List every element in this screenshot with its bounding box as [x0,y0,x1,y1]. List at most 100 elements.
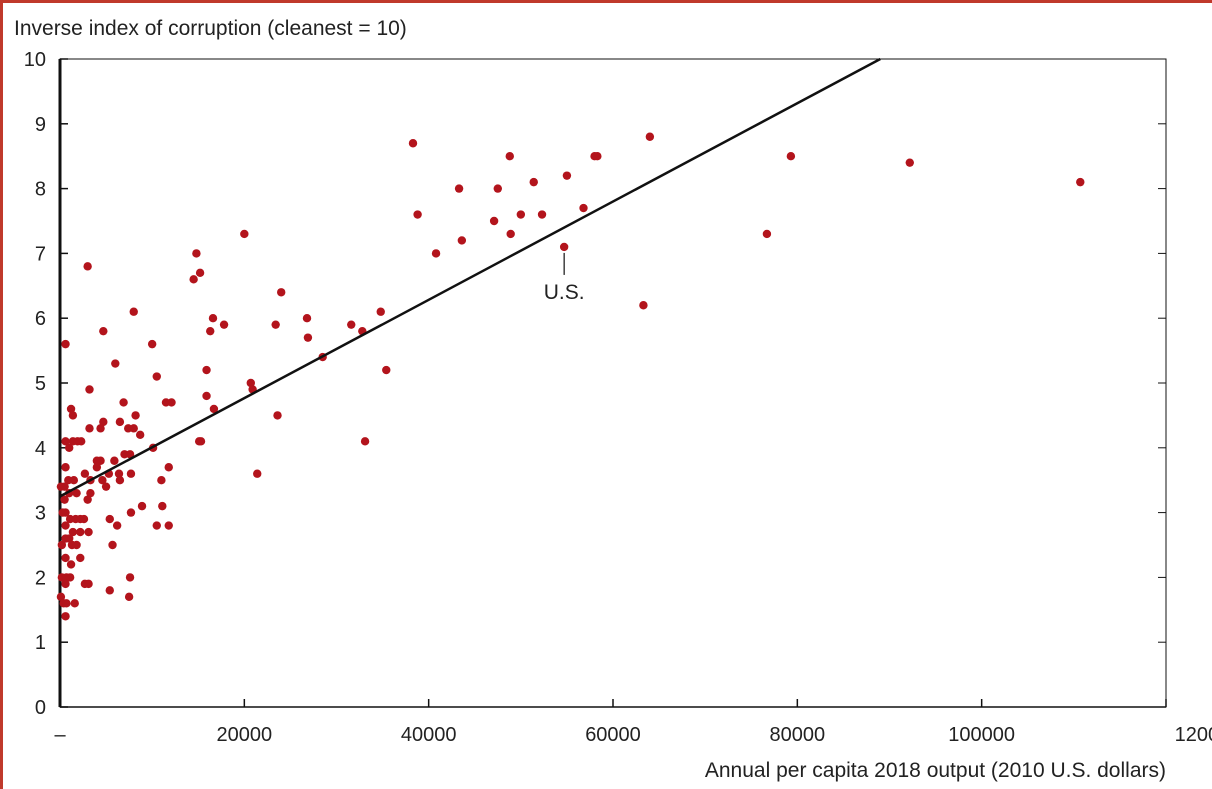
data-point [56,592,66,602]
data-point [164,521,173,530]
data-point [246,378,255,388]
data-point [506,229,515,239]
data-point [189,275,198,284]
data-point [413,210,422,219]
x-tick-label: 100000 [948,724,1015,746]
data-point [152,521,161,530]
data-point [593,152,602,161]
data-point [489,216,499,226]
data-point [382,365,391,375]
data-point [164,463,173,472]
data-point [105,514,114,524]
y-tick-label: 10 [24,49,46,71]
data-point [61,579,70,589]
data-point [347,320,356,329]
data-point [68,527,78,537]
data-point [253,469,262,478]
data-point [72,540,81,550]
data-points [56,132,1085,621]
data-point [65,573,75,582]
data-point [79,514,89,524]
data-point [69,476,79,485]
data-point [83,262,92,271]
data-point [158,501,167,511]
data-point [76,527,85,537]
data-point [273,411,282,420]
data-point [66,404,76,414]
y-tick-label: 4 [35,438,46,460]
data-point [70,599,79,608]
data-point [457,236,467,245]
y-axis-title: Inverse index of corruption (cleanest = … [14,17,407,40]
data-point [62,599,71,608]
data-point [110,456,119,465]
data-point [196,437,206,446]
data-point [240,229,249,239]
x-axis-title: Annual per capita 2018 output (2010 U.S.… [705,759,1166,782]
data-point [529,177,538,187]
data-point [1076,177,1085,187]
data-point [206,326,215,336]
data-point [99,326,108,336]
data-point [905,158,914,167]
data-point [57,540,67,550]
data-point [125,573,135,582]
data-point [96,424,105,433]
y-tick-label: 8 [35,179,46,201]
data-point [99,417,108,427]
data-point [135,430,145,440]
data-point [115,476,125,485]
data-point [105,586,114,595]
data-point [60,482,69,491]
y-tick-label: 6 [35,308,46,330]
annotation-group: U.S. [544,252,585,304]
data-point [559,242,569,252]
data-point [202,365,211,375]
data-point [119,398,128,407]
y-tick-label: 3 [35,503,46,525]
data-point [762,229,772,239]
data-point [83,495,92,504]
data-point [303,333,313,342]
data-point [61,612,70,621]
data-point [454,184,464,193]
y-tick-label: 0 [35,697,46,719]
x-axis: – 20000 40000 60000 80000 100000 120000 [54,699,1212,746]
data-point [129,307,138,316]
data-point [68,411,78,420]
y-tick-label: 5 [35,373,46,395]
data-point [516,210,526,219]
data-point [408,139,418,148]
data-point [129,424,138,433]
data-point [376,307,385,316]
data-point [58,508,67,517]
data-point [85,424,94,433]
data-point [786,152,796,161]
data-point [61,521,70,530]
y-tick-label: 2 [35,567,46,589]
data-point [147,339,157,349]
plot-area-border [59,58,1167,708]
data-point [152,372,161,381]
data-point [131,411,140,420]
x-tick-label: 120000 [1175,724,1212,746]
data-point [60,495,69,504]
trend-line [59,57,881,498]
data-point [80,469,90,478]
data-point [126,469,136,478]
data-point [562,171,572,180]
data-point [126,508,136,517]
y-tick-label: 9 [35,114,46,136]
data-point [209,404,219,414]
data-point [137,501,147,511]
y-tick-label: 1 [35,632,46,654]
data-point [579,203,588,213]
data-point [108,540,117,550]
frame-left-border [0,0,3,789]
data-point [645,132,655,141]
data-point [505,152,514,161]
data-point [219,320,229,329]
data-point [114,469,124,478]
data-point [115,417,125,427]
